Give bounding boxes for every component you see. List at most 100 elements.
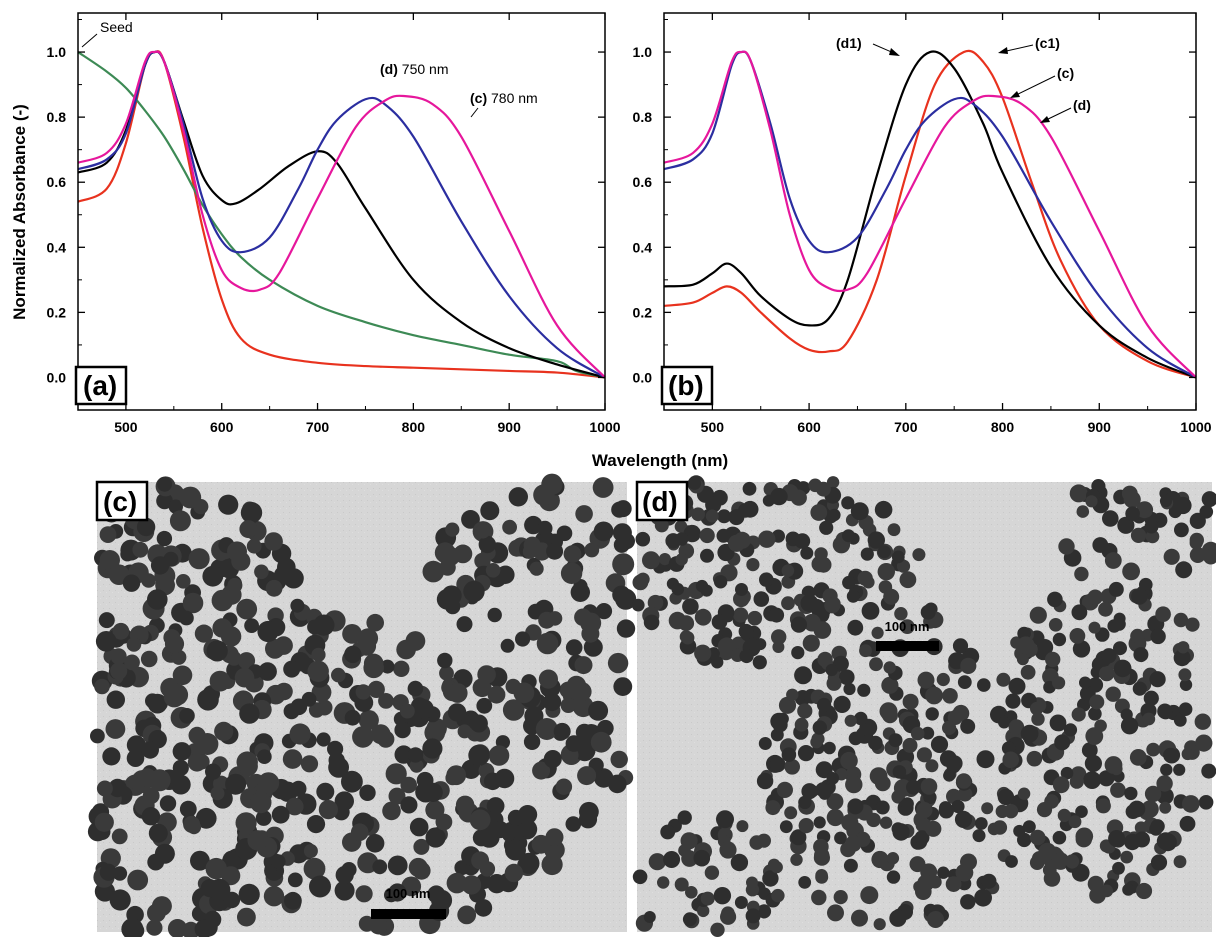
nanoparticle bbox=[1122, 883, 1135, 896]
nanoparticle bbox=[485, 563, 501, 578]
nanoparticle bbox=[881, 676, 899, 694]
nanoparticle bbox=[538, 669, 559, 689]
nanoparticle bbox=[250, 791, 272, 814]
nanoparticle bbox=[879, 702, 898, 721]
nanoparticle bbox=[952, 638, 969, 654]
nanoparticle bbox=[675, 553, 688, 566]
nanoparticle bbox=[1113, 659, 1132, 678]
nanoparticle bbox=[677, 810, 692, 825]
nanoparticle bbox=[98, 612, 115, 629]
nanoparticle bbox=[1139, 577, 1153, 592]
nanoparticle bbox=[848, 731, 863, 746]
nanoparticle bbox=[210, 786, 225, 801]
nanoparticle bbox=[762, 870, 779, 887]
nanoparticle bbox=[342, 624, 362, 644]
nanoparticle bbox=[746, 876, 758, 889]
nanoparticle bbox=[608, 774, 627, 794]
nanoparticle bbox=[99, 863, 117, 881]
nanoparticle bbox=[1100, 884, 1114, 898]
nanoparticle bbox=[1144, 519, 1159, 534]
nanoparticle bbox=[257, 749, 272, 764]
nanoparticle bbox=[370, 724, 391, 745]
nanoparticle bbox=[303, 844, 318, 858]
nanoparticle bbox=[1112, 617, 1126, 631]
nanoparticle bbox=[844, 714, 857, 727]
nanoparticle bbox=[945, 876, 962, 892]
nanoparticle bbox=[810, 504, 828, 521]
nanoparticle bbox=[819, 520, 834, 535]
nanoparticle bbox=[327, 740, 344, 758]
nanoparticle bbox=[504, 863, 524, 883]
nanoparticle bbox=[1002, 751, 1019, 769]
nanoparticle bbox=[523, 733, 541, 750]
micrograph-d-particles bbox=[631, 475, 1216, 937]
annotation-d-arrow-b bbox=[1040, 116, 1050, 123]
nanoparticle bbox=[163, 686, 185, 708]
nanoparticle bbox=[974, 817, 988, 830]
nanoparticle bbox=[997, 788, 1015, 806]
nanoparticle bbox=[833, 890, 848, 905]
nanoparticle bbox=[612, 553, 635, 576]
chart-b-x-tick-label: 500 bbox=[701, 419, 725, 435]
nanoparticle bbox=[532, 761, 551, 780]
nanoparticle bbox=[1117, 516, 1135, 534]
nanoparticle bbox=[1185, 617, 1200, 632]
scale-bar-label-c: 100 nm bbox=[386, 886, 431, 901]
nanoparticle bbox=[513, 682, 535, 704]
nanoparticle bbox=[179, 708, 195, 724]
nanoparticle bbox=[817, 697, 832, 713]
nanoparticle bbox=[196, 733, 219, 755]
nanoparticle bbox=[910, 726, 925, 741]
nanoparticle bbox=[1017, 636, 1035, 654]
nanoparticle bbox=[1020, 724, 1039, 743]
nanoparticle bbox=[480, 501, 500, 521]
nanoparticle bbox=[685, 886, 698, 899]
nanoparticle bbox=[843, 682, 856, 696]
nanoparticle bbox=[541, 853, 563, 876]
nanoparticle bbox=[1143, 690, 1159, 706]
nanoparticle bbox=[536, 632, 559, 655]
nanoparticle bbox=[1159, 801, 1172, 814]
nanoparticle bbox=[1036, 802, 1053, 818]
nanoparticle bbox=[309, 875, 331, 898]
chart-a-y-tick-label: 1.0 bbox=[47, 44, 67, 60]
nanoparticle bbox=[860, 547, 874, 561]
nanoparticle bbox=[124, 654, 140, 671]
nanoparticle bbox=[1149, 671, 1166, 688]
nanoparticle bbox=[1069, 628, 1086, 644]
nanoparticle bbox=[172, 742, 192, 761]
nanoparticle bbox=[157, 476, 173, 492]
nanoparticle bbox=[331, 667, 346, 683]
nanoparticle bbox=[468, 744, 490, 766]
nanoparticle bbox=[824, 597, 841, 614]
nanoparticle bbox=[1005, 855, 1018, 868]
nanoparticle bbox=[936, 672, 950, 687]
panel-label-box-b bbox=[660, 365, 714, 406]
chart-b-y-tick-label: 0.0 bbox=[633, 369, 653, 385]
nanoparticle bbox=[247, 830, 268, 851]
nanoparticle bbox=[1130, 628, 1145, 644]
nanoparticle bbox=[447, 703, 467, 722]
nanoparticle bbox=[842, 575, 856, 590]
nanoparticle bbox=[823, 741, 836, 755]
nanoparticle bbox=[660, 824, 676, 840]
nanoparticle bbox=[713, 887, 732, 905]
nanoparticle bbox=[955, 863, 974, 882]
x-axis-label: Wavelength (nm) bbox=[592, 451, 728, 470]
nanoparticle bbox=[478, 535, 496, 554]
nanoparticle bbox=[663, 851, 681, 868]
nanoparticle bbox=[869, 657, 883, 672]
nanoparticle bbox=[154, 843, 175, 864]
nanoparticle bbox=[631, 598, 645, 612]
nanoparticle bbox=[283, 568, 304, 589]
nanoparticle bbox=[1089, 694, 1105, 710]
nanoparticle bbox=[739, 648, 754, 664]
nanoparticle bbox=[827, 904, 844, 922]
nanoparticle bbox=[380, 659, 395, 674]
nanoparticle bbox=[1045, 651, 1061, 668]
nanoparticle bbox=[658, 553, 672, 566]
nanoparticle bbox=[869, 767, 888, 785]
nanoparticle bbox=[613, 677, 633, 696]
nanoparticle bbox=[445, 522, 460, 537]
nanoparticle bbox=[942, 720, 957, 736]
